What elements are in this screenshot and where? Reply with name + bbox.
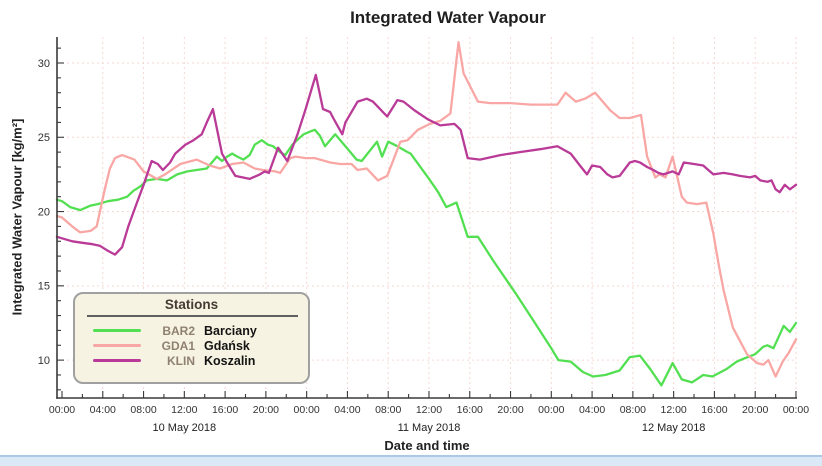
legend-item-bar2: BAR2 Barciany [75,323,308,338]
svg-text:10: 10 [38,355,50,367]
svg-text:04:00: 04:00 [579,404,605,416]
chart-title: Integrated Water Vapour [350,8,546,27]
legend-station-name: Koszalin [204,353,256,368]
svg-text:20: 20 [38,206,50,218]
svg-text:20:00: 20:00 [497,404,523,416]
svg-text:25: 25 [38,132,50,144]
svg-text:04:00: 04:00 [334,404,360,416]
svg-text:20:00: 20:00 [742,404,768,416]
legend-station-code: BAR2 [162,323,195,338]
svg-text:20:00: 20:00 [253,404,279,416]
svg-text:10 May 2018: 10 May 2018 [153,422,217,434]
svg-text:15: 15 [38,281,50,293]
tick-marks [57,47,797,398]
legend-line-sample-magenta [93,359,141,362]
svg-text:16:00: 16:00 [212,404,238,416]
chart-canvas: 00:00 04:00 08:00 12:00 16:00 20:00 00:00 04:00… [38,37,809,434]
series-line-KLIN [55,73,798,256]
legend-station-code: GDA1 [161,338,195,353]
bottom-window-strip [0,455,822,466]
x-axis-title: Date and time [384,438,470,453]
series-lines [55,41,798,387]
svg-text:08:00: 08:00 [130,404,156,416]
legend-box: Stations BAR2 Barciany GDA1 Gdańsk KLIN … [73,292,310,384]
x-tick-labels: 00:00 04:00 08:00 12:00 16:00 20:00 00:00 04:00… [49,404,809,416]
svg-text:30: 30 [38,58,50,70]
svg-text:12:00: 12:00 [171,404,197,416]
svg-text:16:00: 16:00 [701,404,727,416]
legend-station-name: Gdańsk [204,338,250,353]
svg-text:08:00: 08:00 [620,404,646,416]
svg-text:00:00: 00:00 [49,404,75,416]
y-axis-title: Integrated Water Vapour [kg/m²] [9,118,25,316]
svg-text:11 May 2018: 11 May 2018 [398,422,461,434]
svg-text:12:00: 12:00 [660,404,686,416]
svg-text:12:00: 12:00 [416,404,442,416]
y-tick-labels: 10 15 20 25 30 [38,58,50,367]
legend-item-gda1: GDA1 Gdańsk [75,338,308,353]
legend-station-name: Barciany [204,323,257,338]
svg-text:00:00: 00:00 [538,404,564,416]
svg-text:12 May 2018: 12 May 2018 [642,422,706,434]
legend-line-sample-pink [93,344,141,347]
legend-title: Stations [164,297,219,312]
svg-text:00:00: 00:00 [294,404,320,416]
legend-separator [87,315,298,317]
gridlines [57,37,797,398]
legend-station-code: KLIN [167,353,195,368]
day-labels: 10 May 2018 11 May 2018 12 May 2018 [153,422,706,434]
svg-text:04:00: 04:00 [90,404,116,416]
legend-line-sample-green [93,329,141,332]
legend-item-klin: KLIN Koszalin [75,353,308,368]
series-line-GDA1 [55,41,798,378]
series-line-BAR2 [55,128,798,387]
svg-text:16:00: 16:00 [457,404,483,416]
svg-text:08:00: 08:00 [375,404,401,416]
svg-text:00:00: 00:00 [783,404,809,416]
